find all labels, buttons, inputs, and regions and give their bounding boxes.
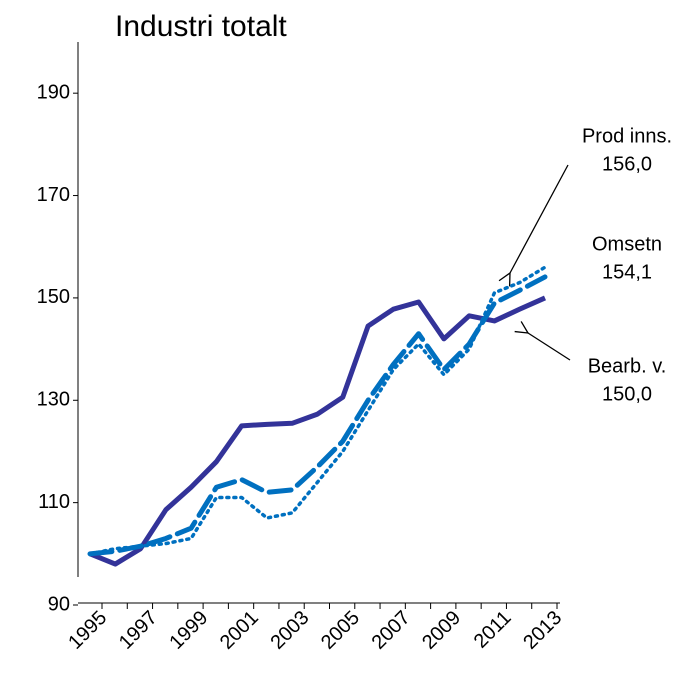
- x-tick-label: 2013: [519, 607, 566, 654]
- x-tick-label: 2005: [317, 607, 364, 654]
- annotation: 150,0: [602, 383, 652, 405]
- line-series: [88, 265, 547, 556]
- y-tick-label: 150: [37, 286, 70, 308]
- x-tick-label: 2009: [418, 607, 465, 654]
- annotation: Bearb. v.: [588, 355, 667, 377]
- line-series: [89, 295, 547, 567]
- y-tick-label: 90: [48, 593, 70, 615]
- y-tick-label: 170: [37, 184, 70, 206]
- annotation: Omsetn: [592, 233, 662, 255]
- annotation: 156,0: [602, 153, 652, 175]
- x-tick-label: 2007: [368, 607, 415, 654]
- x-tick-label: 1995: [64, 607, 111, 654]
- annotation: Prod inns.: [582, 125, 672, 147]
- chart-title: Industri totalt: [115, 10, 287, 43]
- y-tick-label: 190: [37, 81, 70, 103]
- x-tick-label: 1997: [115, 607, 162, 654]
- annotation: 154,1: [602, 261, 652, 283]
- y-tick-label: 130: [37, 389, 70, 411]
- arrow: [510, 164, 569, 273]
- x-tick-label: 2001: [216, 607, 263, 654]
- x-tick-label: 2011: [470, 607, 516, 653]
- y-tick-label: 110: [38, 491, 70, 513]
- line-series: [87, 274, 548, 557]
- arrow: [528, 333, 571, 361]
- x-tick-label: 2003: [266, 607, 313, 654]
- x-tick-label: 1999: [165, 607, 212, 654]
